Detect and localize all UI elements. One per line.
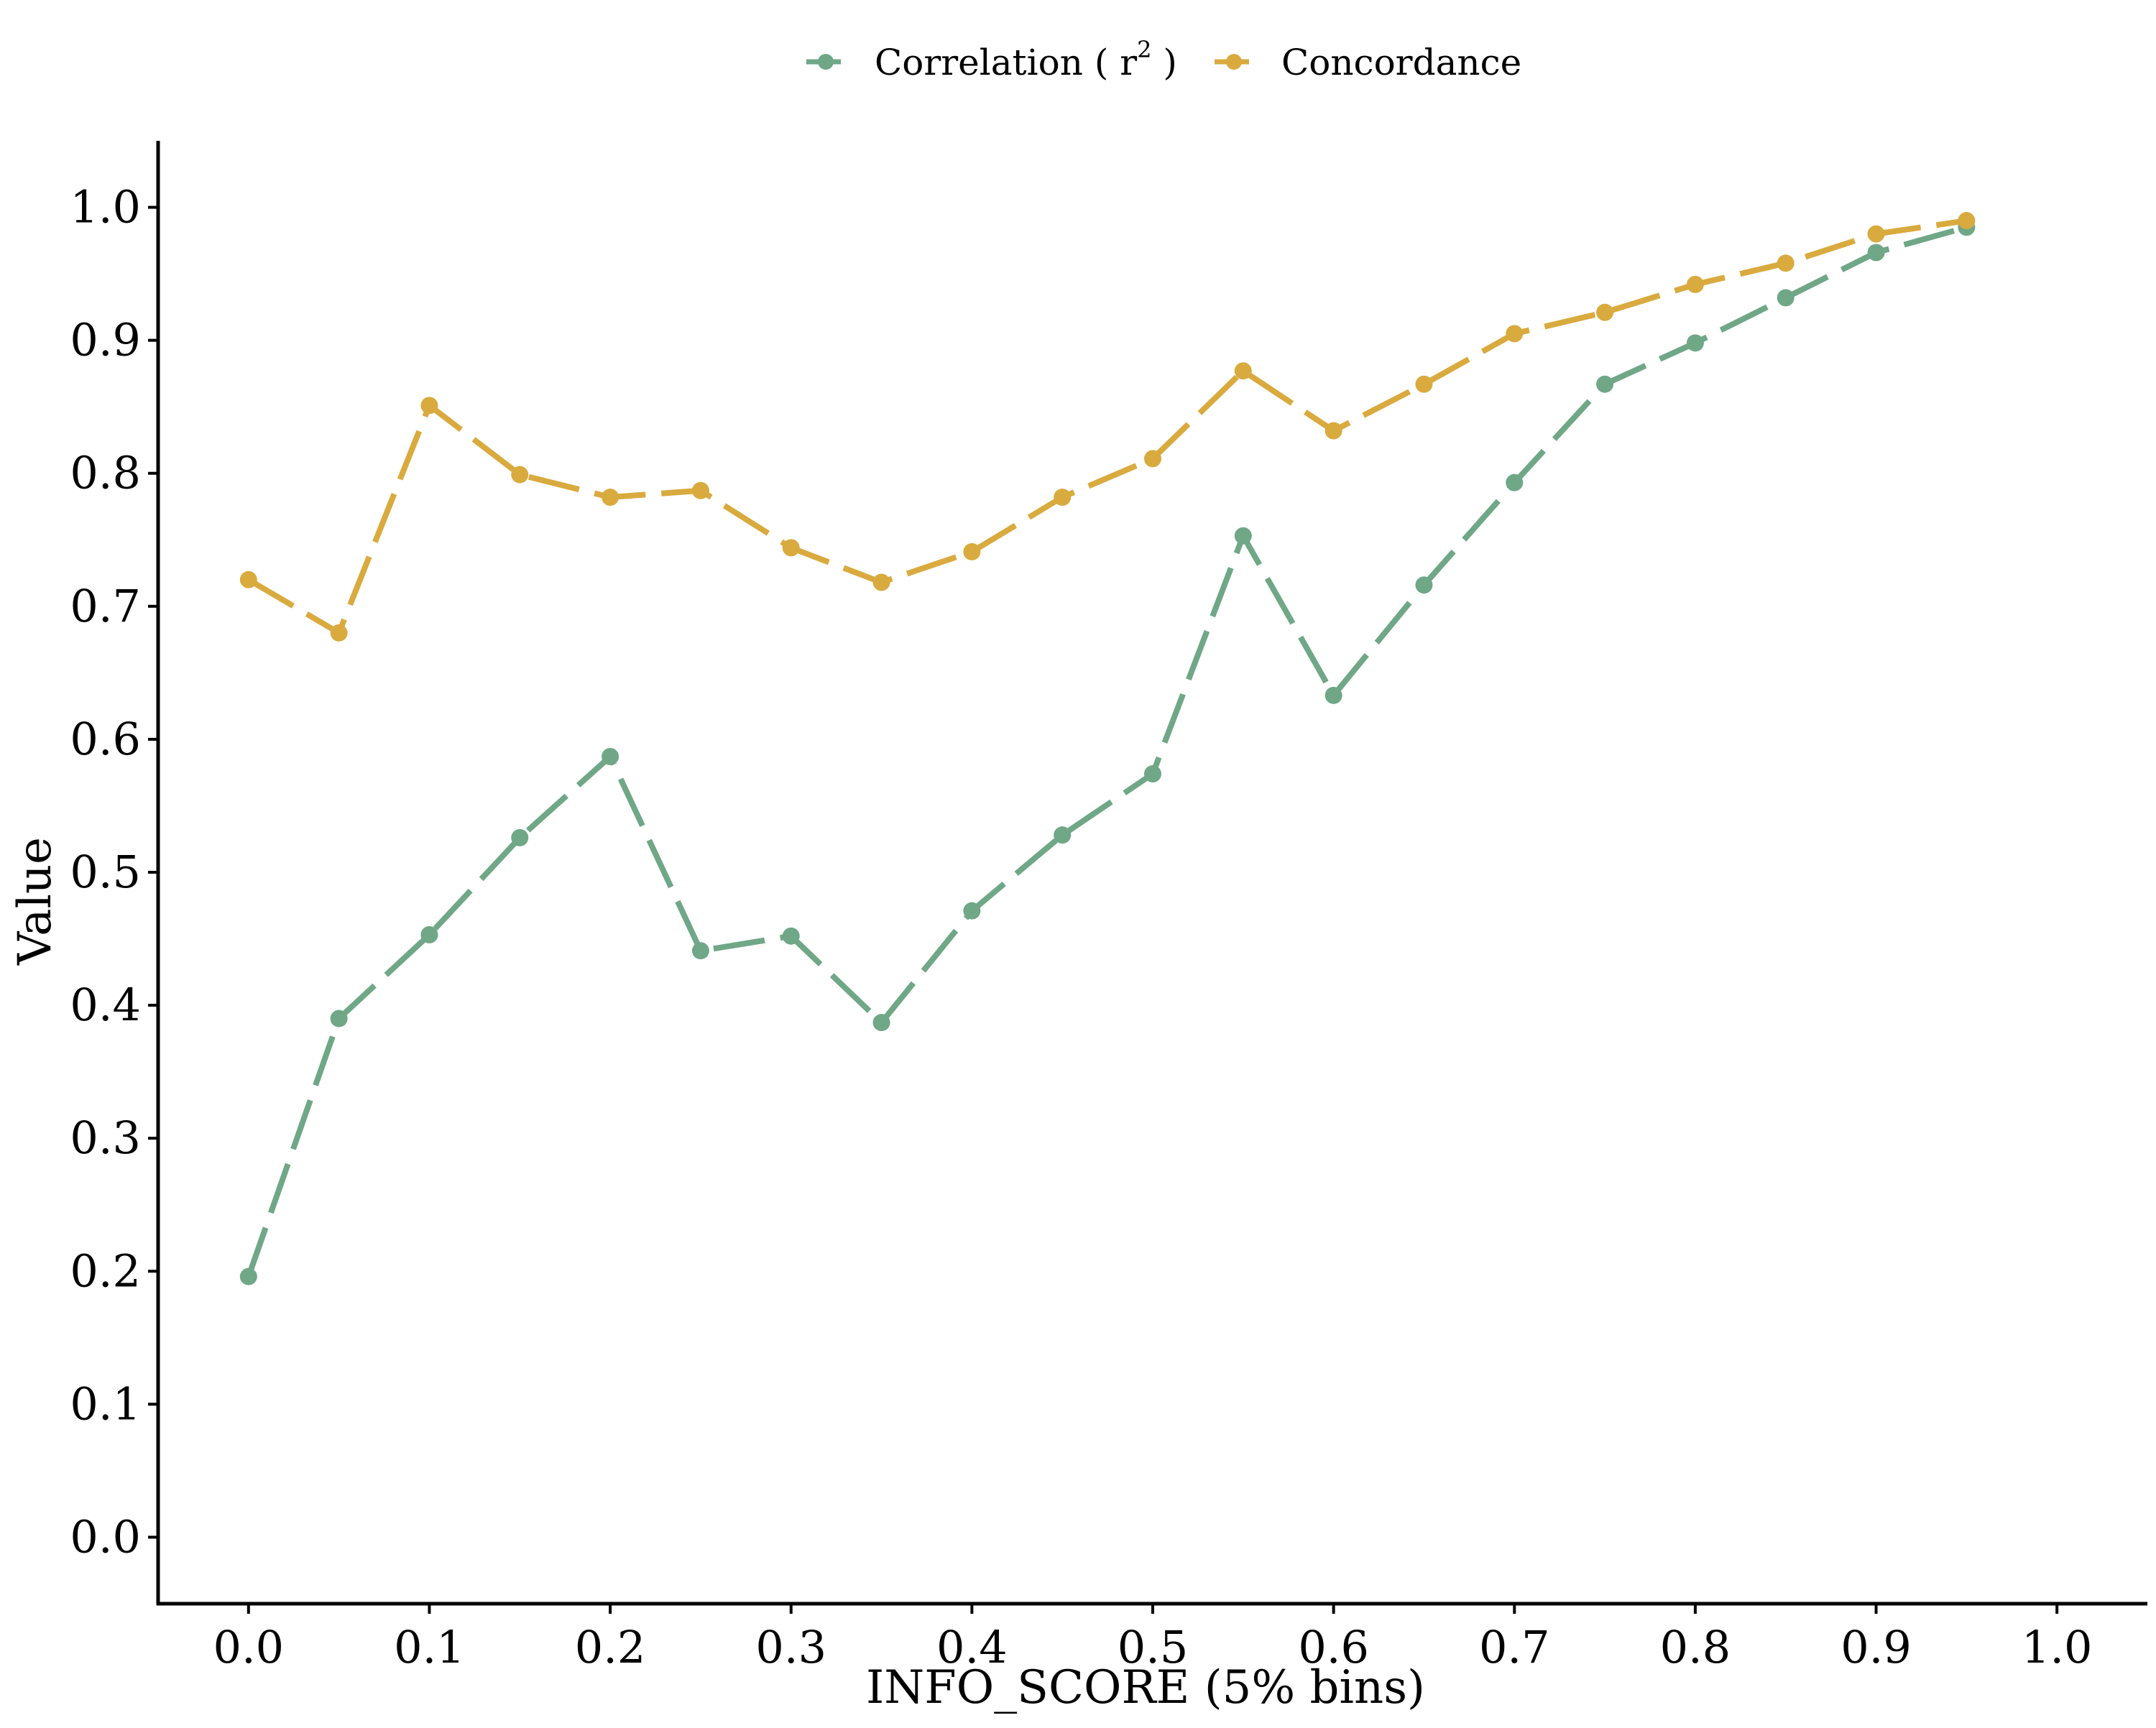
data-point-correlation [1234,527,1252,545]
x-axis-title: INFO_SCORE (5% bins) [866,1661,1425,1714]
y-tick-label: 1.0 [70,181,141,234]
data-point-concordance [1867,225,1885,243]
data-point-concordance [239,570,257,588]
x-tick-label: 0.6 [1298,1621,1369,1673]
y-tick-label: 0.0 [70,1510,141,1563]
data-point-concordance [1415,375,1433,393]
data-point-concordance [1686,275,1704,293]
data-point-correlation [239,1267,257,1285]
data-point-correlation [511,828,529,846]
x-tick-label: 0.7 [1479,1621,1550,1673]
data-point-concordance [1234,362,1252,380]
data-point-concordance [1144,450,1161,468]
data-point-concordance [782,539,800,557]
data-point-concordance [420,397,438,415]
x-tick-label: 0.4 [936,1621,1008,1673]
legend-label-correlation: Correlation ( r2 ) [875,36,1177,83]
data-point-concordance [1506,325,1524,343]
y-tick-label: 0.1 [70,1377,141,1430]
data-point-correlation [963,902,981,920]
data-point-concordance [1777,254,1795,272]
data-point-concordance [330,624,348,642]
data-point-correlation [1506,473,1524,491]
legend-item-concordance: Concordance [1215,42,1521,83]
legend-swatch-marker-correlation [818,54,834,70]
x-tick-label: 0.2 [575,1621,646,1673]
y-tick-label: 0.6 [70,713,141,765]
x-tick-label: 0.3 [755,1621,826,1673]
data-point-correlation [1054,826,1072,844]
y-tick-label: 0.8 [70,447,141,499]
data-point-concordance [511,466,529,484]
y-tick-label: 0.9 [70,314,141,366]
y-axis-title: Value [9,837,62,966]
x-tick-label: 0.0 [213,1621,285,1673]
data-point-correlation [420,925,438,943]
data-point-correlation [1144,765,1161,783]
data-point-correlation [1777,289,1795,307]
series-line-correlation [246,224,1968,1278]
data-point-concordance [1054,489,1072,507]
data-point-concordance [602,489,619,507]
data-point-concordance [963,542,981,560]
x-tick-label: 0.9 [1841,1621,1912,1673]
data-point-correlation [1686,334,1704,352]
data-point-concordance [872,573,890,591]
data-point-correlation [782,927,800,945]
legend: Correlation ( r2 ) Concordance [806,36,1521,83]
plot-area [239,212,1976,1285]
data-point-correlation [1325,686,1342,704]
data-point-correlation [602,747,619,765]
x-tick-label: 0.8 [1660,1621,1731,1673]
legend-swatch-marker-concordance [1226,54,1242,70]
legend-label-concordance: Concordance [1281,42,1521,83]
y-tick-label: 0.5 [70,846,141,898]
data-point-concordance [1325,422,1342,440]
legend-item-correlation: Correlation ( r2 ) [806,36,1177,83]
data-point-concordance [691,481,709,499]
x-tick-label: 0.5 [1118,1621,1189,1673]
y-tick-label: 0.2 [70,1244,141,1297]
y-tick-label: 0.4 [70,979,141,1031]
y-tick-label: 0.7 [70,580,141,632]
data-point-correlation [872,1014,890,1032]
x-tick-label: 1.0 [2022,1621,2093,1673]
x-tick-label: 0.1 [394,1621,465,1673]
axes: 0.0 0.1 0.2 0.3 0.4 0.5 0.6 0.7 0.8 0.9 1.0 0.0 0.1 0… [9,141,2147,1714]
data-point-correlation [1867,244,1885,262]
y-tick-label: 0.3 [70,1112,141,1164]
data-point-concordance [1596,303,1614,321]
series-line-concordance [247,218,1967,636]
data-point-correlation [1415,576,1433,594]
data-point-correlation [1596,375,1614,393]
data-point-correlation [330,1009,348,1027]
data-point-concordance [1958,212,1976,230]
data-point-correlation [691,942,709,960]
